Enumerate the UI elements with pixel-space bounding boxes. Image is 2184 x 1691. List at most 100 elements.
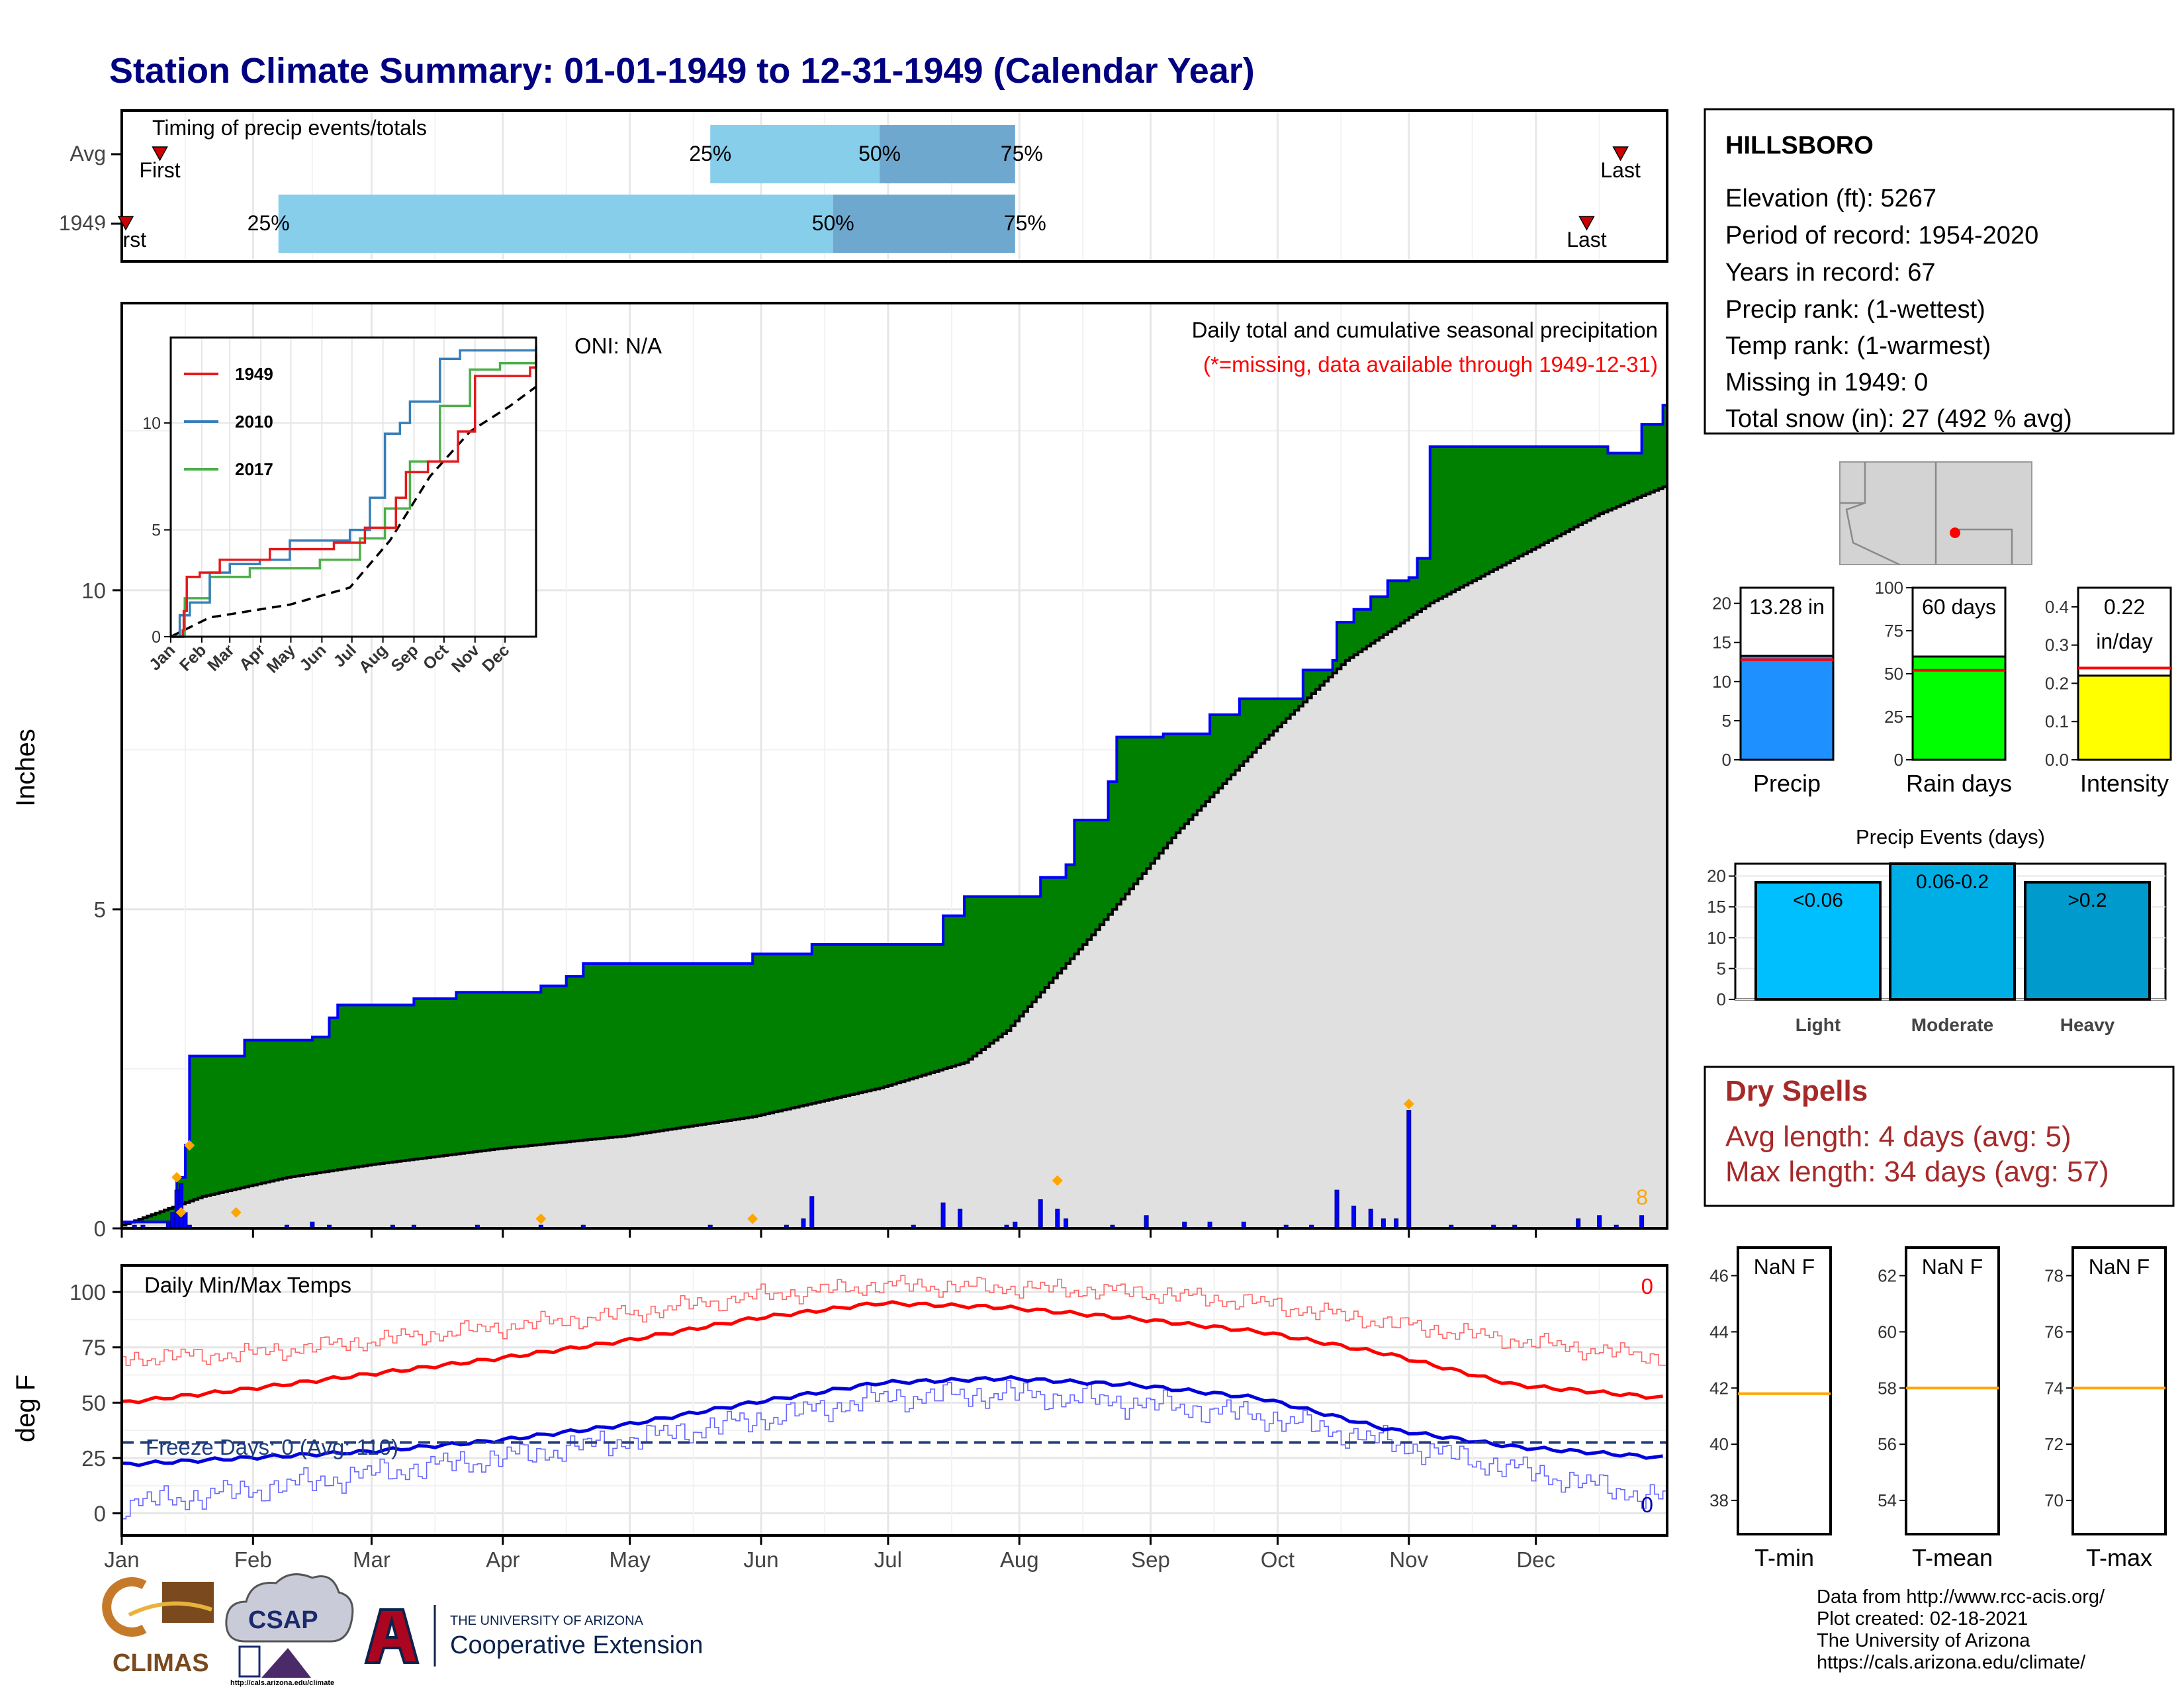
daily-precip-bar bbox=[1055, 1209, 1060, 1229]
min-count-label: 0 bbox=[1641, 1492, 1653, 1517]
inset-y-tick-label: 5 bbox=[152, 522, 161, 540]
station-years: Years in record: 67 bbox=[1725, 259, 1936, 287]
mini-bar-chart-3: 0.0 0.1 0.2 0.3 0.4 0.22 in/day Intensity bbox=[2045, 586, 2172, 797]
precip-y-tick-label: 0 bbox=[94, 1216, 106, 1241]
station-missing: Missing in 1949: 0 bbox=[1725, 369, 1928, 396]
temp-month-label: Sep bbox=[1131, 1547, 1170, 1572]
credit-url: https://cals.arizona.edu/climate/ bbox=[1817, 1652, 2086, 1673]
ua-block-a bbox=[364, 1608, 420, 1664]
inset-month-label: Apr bbox=[236, 641, 269, 674]
precip-events-y-tick-label: 20 bbox=[1707, 866, 1726, 886]
temp-box-2: 54 56 58 60 62 NaN F T-mean bbox=[1878, 1246, 2000, 1571]
extreme-precip-marker bbox=[1403, 1098, 1414, 1109]
mini-bar-y-tick-label: 0.1 bbox=[2045, 711, 2069, 731]
mini-bar-chart-2: 0 25 50 75 100 60 days Rain days bbox=[1875, 578, 2012, 797]
station-elevation: Elevation (ft): 5267 bbox=[1725, 185, 1936, 212]
precip-y-tick-label: 10 bbox=[81, 578, 106, 603]
average-min-temp-line bbox=[121, 1375, 1663, 1467]
mini-bar-value-unit: in/day bbox=[2096, 629, 2152, 653]
climas-wordmark: CLIMAS bbox=[113, 1649, 209, 1677]
daily-precip-bar bbox=[809, 1196, 815, 1229]
daily-precip-bar bbox=[1334, 1189, 1340, 1229]
inset-month-label: Dec bbox=[478, 641, 513, 675]
daily-precip-bar bbox=[1351, 1205, 1357, 1229]
extreme-precip-marker bbox=[184, 1140, 195, 1151]
daily-precip-bar bbox=[179, 1183, 184, 1229]
daily-precip-bar bbox=[1406, 1110, 1412, 1229]
station-temp-rank: Temp rank: (1-warmest) bbox=[1725, 332, 1991, 360]
inset-average-line bbox=[170, 385, 537, 638]
temperature-boxes: 38 40 42 44 46 NaN F T-min 54 56 58 60 62 NaN F T-mea… bbox=[1709, 1246, 2167, 1571]
mini-bar-y-tick-label: 0.4 bbox=[2045, 597, 2069, 617]
map-state-borders bbox=[1840, 462, 2013, 566]
inset-2010-line bbox=[171, 345, 537, 638]
csap-cloud bbox=[225, 1573, 354, 1643]
credit-plot-created: Plot created: 02-18-2021 bbox=[1817, 1608, 2028, 1629]
temp-box-frame bbox=[2071, 1246, 2167, 1535]
temp-box-y-tick-label: 76 bbox=[2044, 1322, 2064, 1342]
inset-month-label: Jan bbox=[146, 641, 179, 674]
precip-events-category-label: Heavy bbox=[2060, 1015, 2115, 1035]
temp-box-y-tick-label: 54 bbox=[1878, 1490, 1897, 1510]
average-cumulative-line bbox=[122, 484, 1668, 1227]
station-precip-rank: Precip rank: (1-wettest) bbox=[1725, 296, 1985, 324]
mini-bar-y-tick-label: 100 bbox=[1875, 578, 1903, 598]
precip-events-bar bbox=[2024, 880, 2151, 1001]
missing-data-note: (*=missing, data available through 1949-… bbox=[1203, 352, 1658, 377]
inset-y-tick-label: 10 bbox=[142, 414, 161, 433]
station-total-snow: Total snow (in): 27 (492 % avg) bbox=[1725, 405, 2072, 433]
inset-month-label: Nov bbox=[448, 641, 483, 676]
mini-bar-y-tick-label: 5 bbox=[1722, 711, 1731, 731]
inset-month-label: Sep bbox=[388, 641, 422, 675]
temp-box-label: T-mean bbox=[1912, 1544, 1993, 1571]
climas-sun bbox=[128, 1601, 212, 1617]
timing-1949-q25-label: 25% bbox=[248, 211, 290, 235]
temp-x-axis: Jan Feb Mar Apr May Jun Jul Aug Sep Oct Nov Dec bbox=[104, 1535, 1555, 1572]
mini-bar-value-label: 13.28 in bbox=[1749, 595, 1825, 619]
temp-frame bbox=[120, 1264, 1668, 1537]
inset-legend: 1949 2010 2017 bbox=[184, 364, 273, 479]
mini-bar-value bbox=[1739, 655, 1835, 761]
station-name: HILLSBORO bbox=[1725, 132, 1874, 160]
temp-panel-title: Daily Min/Max Temps bbox=[144, 1273, 351, 1297]
daily-precip-bar bbox=[1381, 1218, 1386, 1229]
precip-events-bar-label: 0.06-0.2 bbox=[1916, 871, 1989, 893]
mini-bar-label: Intensity bbox=[2080, 770, 2169, 797]
mini-bar-chart-1: 0 5 10 15 20 13.28 in Precip bbox=[1712, 586, 1835, 797]
timing-bar-q50-q75 bbox=[833, 195, 1015, 253]
climas-emblem bbox=[102, 1577, 147, 1637]
timing-left-clip bbox=[99, 228, 120, 255]
mini-bar-y-tick-label: 75 bbox=[1884, 621, 1903, 641]
temp-box-y-tick-label: 40 bbox=[1709, 1434, 1729, 1454]
temp-y-tick-label: 100 bbox=[69, 1280, 106, 1304]
ua-line1: THE UNIVERSITY OF ARIZONA bbox=[450, 1614, 644, 1628]
temp-y-tick-label: 50 bbox=[81, 1391, 106, 1415]
timing-avg-q25-label: 25% bbox=[689, 142, 731, 165]
mini-bar-y-tick-label: 25 bbox=[1884, 707, 1903, 727]
climas-logo: CLIMAS bbox=[102, 1577, 214, 1677]
precip-frame bbox=[120, 302, 1668, 1230]
station-info-box: HILLSBORO Elevation (ft): 5267 Period of… bbox=[1704, 108, 2175, 435]
timing-bars bbox=[278, 125, 1015, 253]
temp-box-y-tick-label: 42 bbox=[1709, 1378, 1729, 1398]
temp-box-y-tick-label: 62 bbox=[1878, 1265, 1897, 1285]
mini-bar-y-tick-label: 0.0 bbox=[2045, 750, 2069, 770]
extreme-precip-marker bbox=[535, 1213, 547, 1224]
daily-precip-bar bbox=[1394, 1218, 1399, 1229]
temp-box-y-tick-label: 60 bbox=[1878, 1322, 1897, 1342]
csap-mountain bbox=[261, 1648, 311, 1678]
timing-avg-last-marker bbox=[1612, 146, 1629, 161]
mini-bar-y-tick-label: 50 bbox=[1884, 664, 1903, 684]
oni-label: ONI: N/A bbox=[574, 334, 662, 358]
timing-1949-q75-label: 75% bbox=[1004, 211, 1046, 235]
daily-max-temp-line bbox=[122, 1275, 1668, 1367]
credit-data-source: Data from http://www.rcc-acis.org/ bbox=[1817, 1586, 2105, 1608]
timing-1949-q50-label: 50% bbox=[812, 211, 854, 235]
csap-url: http://cals.arizona.edu/climate bbox=[230, 1679, 334, 1687]
precip-events-y-tick-label: 5 bbox=[1717, 958, 1726, 978]
temp-month-label: May bbox=[609, 1547, 651, 1572]
ua-logo: THE UNIVERSITY OF ARIZONA Cooperative Ex… bbox=[364, 1605, 703, 1667]
credit-university: The University of Arizona bbox=[1817, 1630, 2030, 1651]
timing-frame bbox=[120, 109, 1668, 263]
ua-line2: Cooperative Extension bbox=[450, 1631, 703, 1659]
